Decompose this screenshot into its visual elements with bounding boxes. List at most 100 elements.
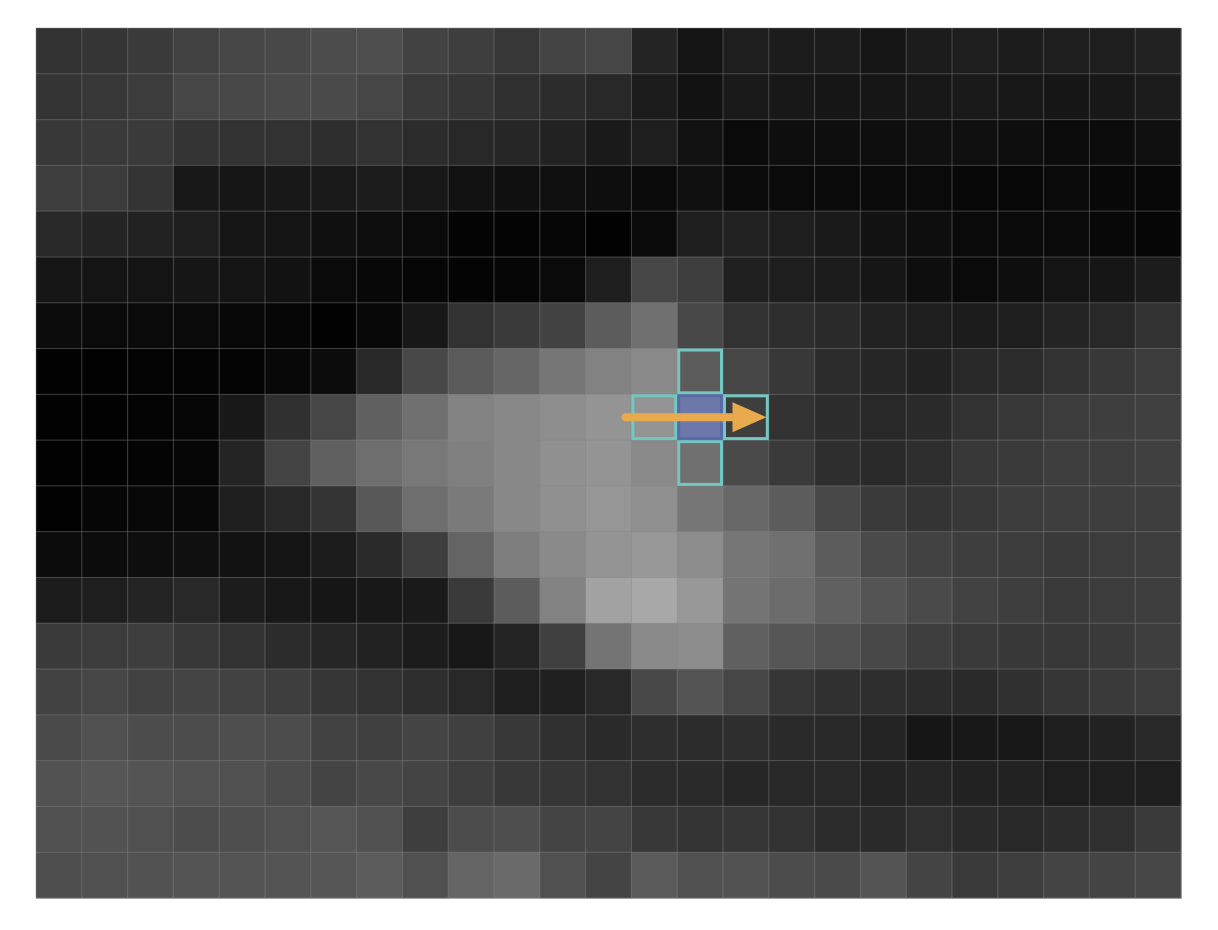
pixel-cell [768,119,816,166]
pixel-cell [36,348,83,395]
pixel-cell [723,669,770,716]
pixel-cell [814,852,861,899]
pixel-cell [1135,806,1182,853]
pixel-cell [219,394,266,441]
pixel-cell [768,485,816,533]
pixel-cell [448,440,495,487]
pixel-cell [356,73,403,121]
pixel-cell [173,669,220,716]
pixel-cell [1135,394,1182,441]
pixel-cell [494,28,541,75]
pixel-cell [265,348,312,395]
pixel-cell [814,531,861,579]
pixel-cell [402,165,449,212]
pixel-cell [677,531,724,579]
pixel-cell [127,531,174,579]
pixel-cell [631,485,678,533]
pixel-cell [402,211,449,258]
pixel-cell [1135,714,1182,762]
pixel-cell [952,28,999,75]
pixel-cell [585,760,632,808]
pixel-cell [356,577,403,624]
pixel-cell [1043,394,1090,441]
pixel-cell [997,485,1045,533]
pixel-cell [219,165,266,212]
pixel-cell [860,119,907,166]
pixel-cell [219,119,266,166]
pixel-cell [906,211,953,258]
pixel-cell [952,531,999,579]
pixel-cell [677,28,724,75]
pixel-cell [585,577,632,624]
pixel-cell [860,302,907,350]
pixel-cell [310,73,358,121]
pixel-cell [906,165,953,212]
pixel-cell [631,852,678,899]
pixel-cell [539,302,587,350]
pixel-cell [952,485,999,533]
pixel-cell [127,302,174,350]
pixel-cell [448,119,495,166]
pixel-cell [1089,485,1136,533]
pixel-cell [81,852,129,899]
pixel-cell [173,302,220,350]
pixel-cell [448,714,495,762]
pixel-cell [723,28,770,75]
pixel-cell [36,852,83,899]
pixel-cell [631,73,678,121]
pixel-cell [860,852,907,899]
pixel-cell [81,256,129,304]
pixel-cell [677,714,724,762]
pixel-cell [723,256,770,304]
pixel-cell [906,806,953,853]
pixel-cell [402,531,449,579]
pixel-cell [860,394,907,441]
pixel-cell [127,440,174,487]
pixel-cell [677,852,724,899]
pixel-cell [265,73,312,121]
pixel-cell [356,211,403,258]
pixel-cell [36,714,83,762]
pixel-cell [1089,623,1136,670]
pixel-cell [768,256,816,304]
pixel-cell [539,165,587,212]
pixel-cell [219,28,266,75]
pixel-cell [1043,119,1090,166]
pixel-cell [356,760,403,808]
pixel-cell [36,302,83,350]
pixel-cell [631,119,678,166]
pixel-cell [402,119,449,166]
pixel-cell [1135,256,1182,304]
pixel-cell [310,28,358,75]
pixel-cell [814,211,861,258]
pixel-cell [539,714,587,762]
pixel-cell [1135,28,1182,75]
pixel-cell [1043,485,1090,533]
pixel-cell [448,669,495,716]
pixel-cell [310,852,358,899]
pixel-cell [81,440,129,487]
pixel-cell [265,760,312,808]
pixel-cell [81,531,129,579]
pixel-cell [585,806,632,853]
pixel-cell [127,348,174,395]
pixel-cell [1135,211,1182,258]
pixel-cell [356,852,403,899]
pixel-cell [494,669,541,716]
pixel-cell [494,119,541,166]
pixel-cell [631,28,678,75]
pixel-cell [906,485,953,533]
pixel-cell [265,256,312,304]
pixel-cell [1043,211,1090,258]
pixel-cell [952,73,999,121]
pixel-cell [448,852,495,899]
pixel-cell [219,485,266,533]
pixel-cell [1135,623,1182,670]
pixel-cell [494,302,541,350]
pixel-cell [310,485,358,533]
pixel-cell [494,394,541,441]
pixel-cell [1043,623,1090,670]
pixel-cell [127,714,174,762]
pixel-cell [723,531,770,579]
